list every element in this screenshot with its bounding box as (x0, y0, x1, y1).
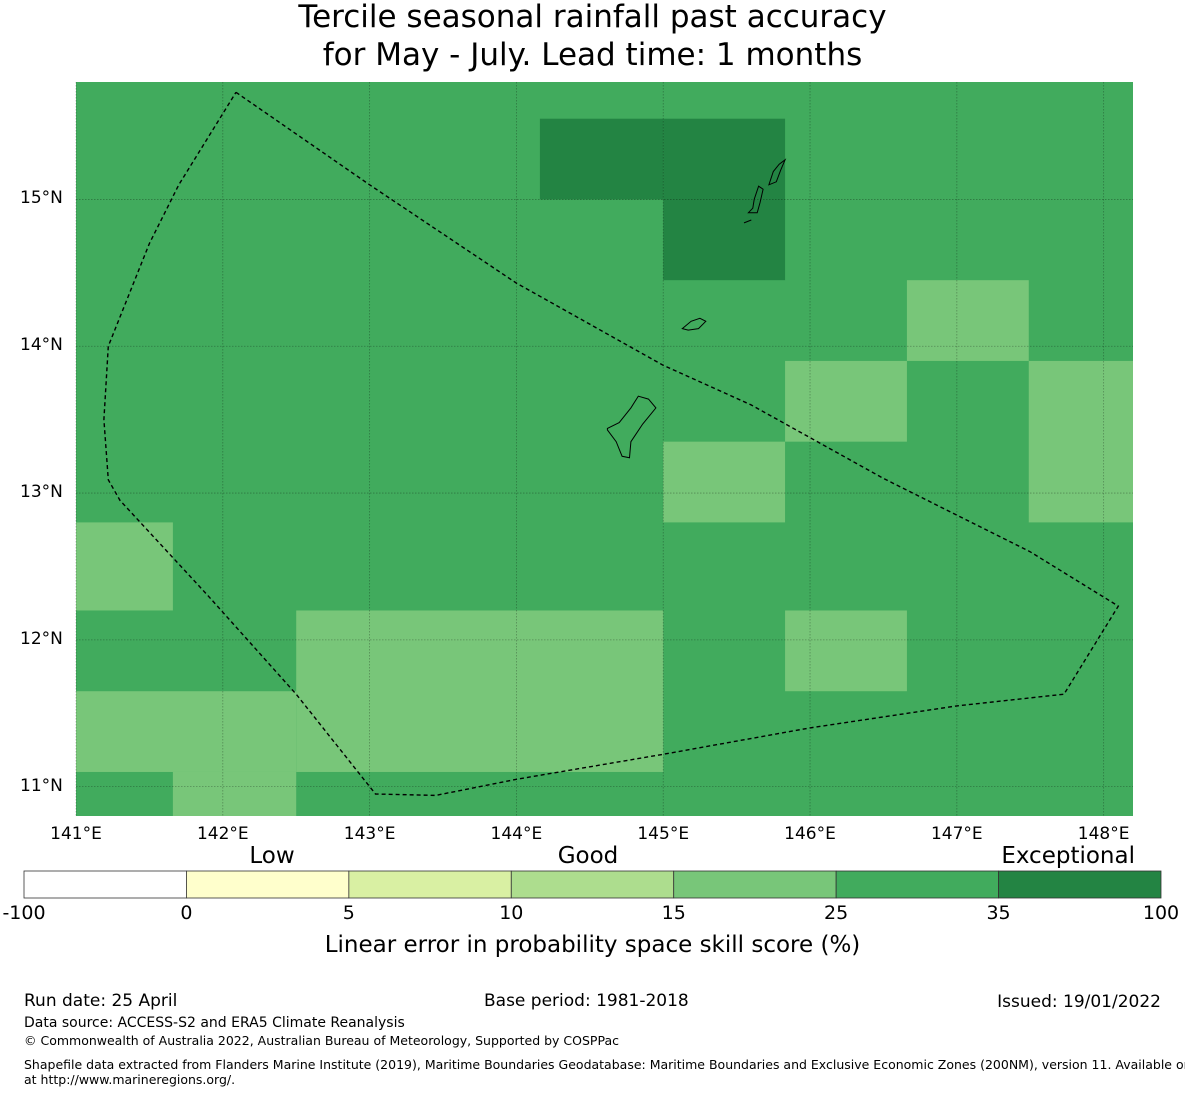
longitude-tick-label: 145°E (637, 824, 690, 844)
latitude-tick-label: 14°N (20, 335, 63, 356)
longitude-tick-label: 143°E (343, 824, 396, 844)
skill-cell (539, 118, 664, 200)
copyright-notice: © Commonwealth of Australia 2022, Austra… (24, 1033, 619, 1048)
coastline-layer (606, 158, 787, 459)
skill-score-map (75, 82, 1133, 816)
colorbar-segment (998, 870, 1162, 899)
colorbar-tick-label: 10 (499, 902, 524, 924)
skill-cell (906, 280, 1029, 361)
skill-cell (663, 441, 786, 523)
skill-cell (296, 610, 664, 772)
island-outline (743, 219, 752, 224)
skill-cell (76, 691, 297, 772)
colorbar-label: Linear error in probability space skill … (324, 932, 861, 958)
skill-cell (76, 522, 173, 611)
colorbar-tick-label: -100 (2, 902, 46, 924)
skill-cell (785, 610, 907, 692)
skill-cell (785, 360, 907, 442)
shapefile-credit-line1: Shapefile data extracted from Flanders M… (24, 1057, 1185, 1072)
map-title-line2: for May - July. Lead time: 1 months (322, 37, 863, 73)
colorbar-segment (186, 870, 350, 899)
longitude-tick-label: 147°E (930, 824, 983, 844)
island-outline (606, 395, 657, 459)
colorbar-segment (348, 870, 512, 899)
legend-category-exceptional: Exceptional (1001, 843, 1135, 869)
base-period: Base period: 1981-2018 (484, 991, 689, 1011)
eez-boundary-line (103, 91, 1120, 797)
colorbar-tick-label: 0 (180, 902, 193, 924)
latitude-tick-label: 15°N (20, 188, 63, 209)
legend-category-good: Good (557, 843, 619, 869)
colorbar-segment (510, 870, 675, 899)
data-source: Data source: ACCESS-S2 and ERA5 Climate … (24, 1015, 405, 1031)
colorbar-tick-label: 15 (661, 902, 686, 924)
longitude-tick-label: 141°E (50, 824, 102, 844)
skill-cell (1028, 360, 1133, 523)
longitude-tick-label: 146°E (784, 824, 836, 844)
skill-cells-layer (76, 82, 1133, 816)
colorbar (23, 870, 1162, 899)
map-title-line1: Tercile seasonal rainfall past accuracy (298, 0, 887, 35)
latitude-tick-label: 12°N (20, 628, 63, 649)
colorbar-tick-label: 35 (986, 902, 1011, 924)
longitude-tick-label: 148°E (1077, 824, 1130, 844)
island-outline (681, 317, 707, 331)
skill-cell (172, 771, 297, 816)
issued-date: Issued: 19/01/2022 (997, 992, 1161, 1012)
island-outline (768, 158, 787, 186)
colorbar-tick-label: 25 (824, 902, 849, 924)
run-date: Run date: 25 April (24, 991, 178, 1011)
latitude-tick-label: 11°N (20, 775, 63, 796)
colorbar-segment (673, 870, 837, 899)
eez-boundary-layer (103, 91, 1120, 797)
legend-category-low: Low (249, 843, 295, 869)
shapefile-credit-line2: at http://www.marineregions.org/. (24, 1072, 236, 1087)
island-outline (747, 185, 764, 214)
colorbar-tick-label: 100 (1142, 902, 1180, 924)
colorbar-segment (835, 870, 999, 899)
longitude-tick-label: 142°E (196, 824, 249, 844)
colorbar-tick-label: 5 (342, 902, 355, 924)
graticule-layer (75, 82, 1133, 816)
longitude-tick-label: 144°E (490, 824, 543, 844)
latitude-tick-label: 13°N (20, 482, 63, 503)
colorbar-segment (23, 870, 187, 899)
skill-cell (663, 118, 786, 281)
